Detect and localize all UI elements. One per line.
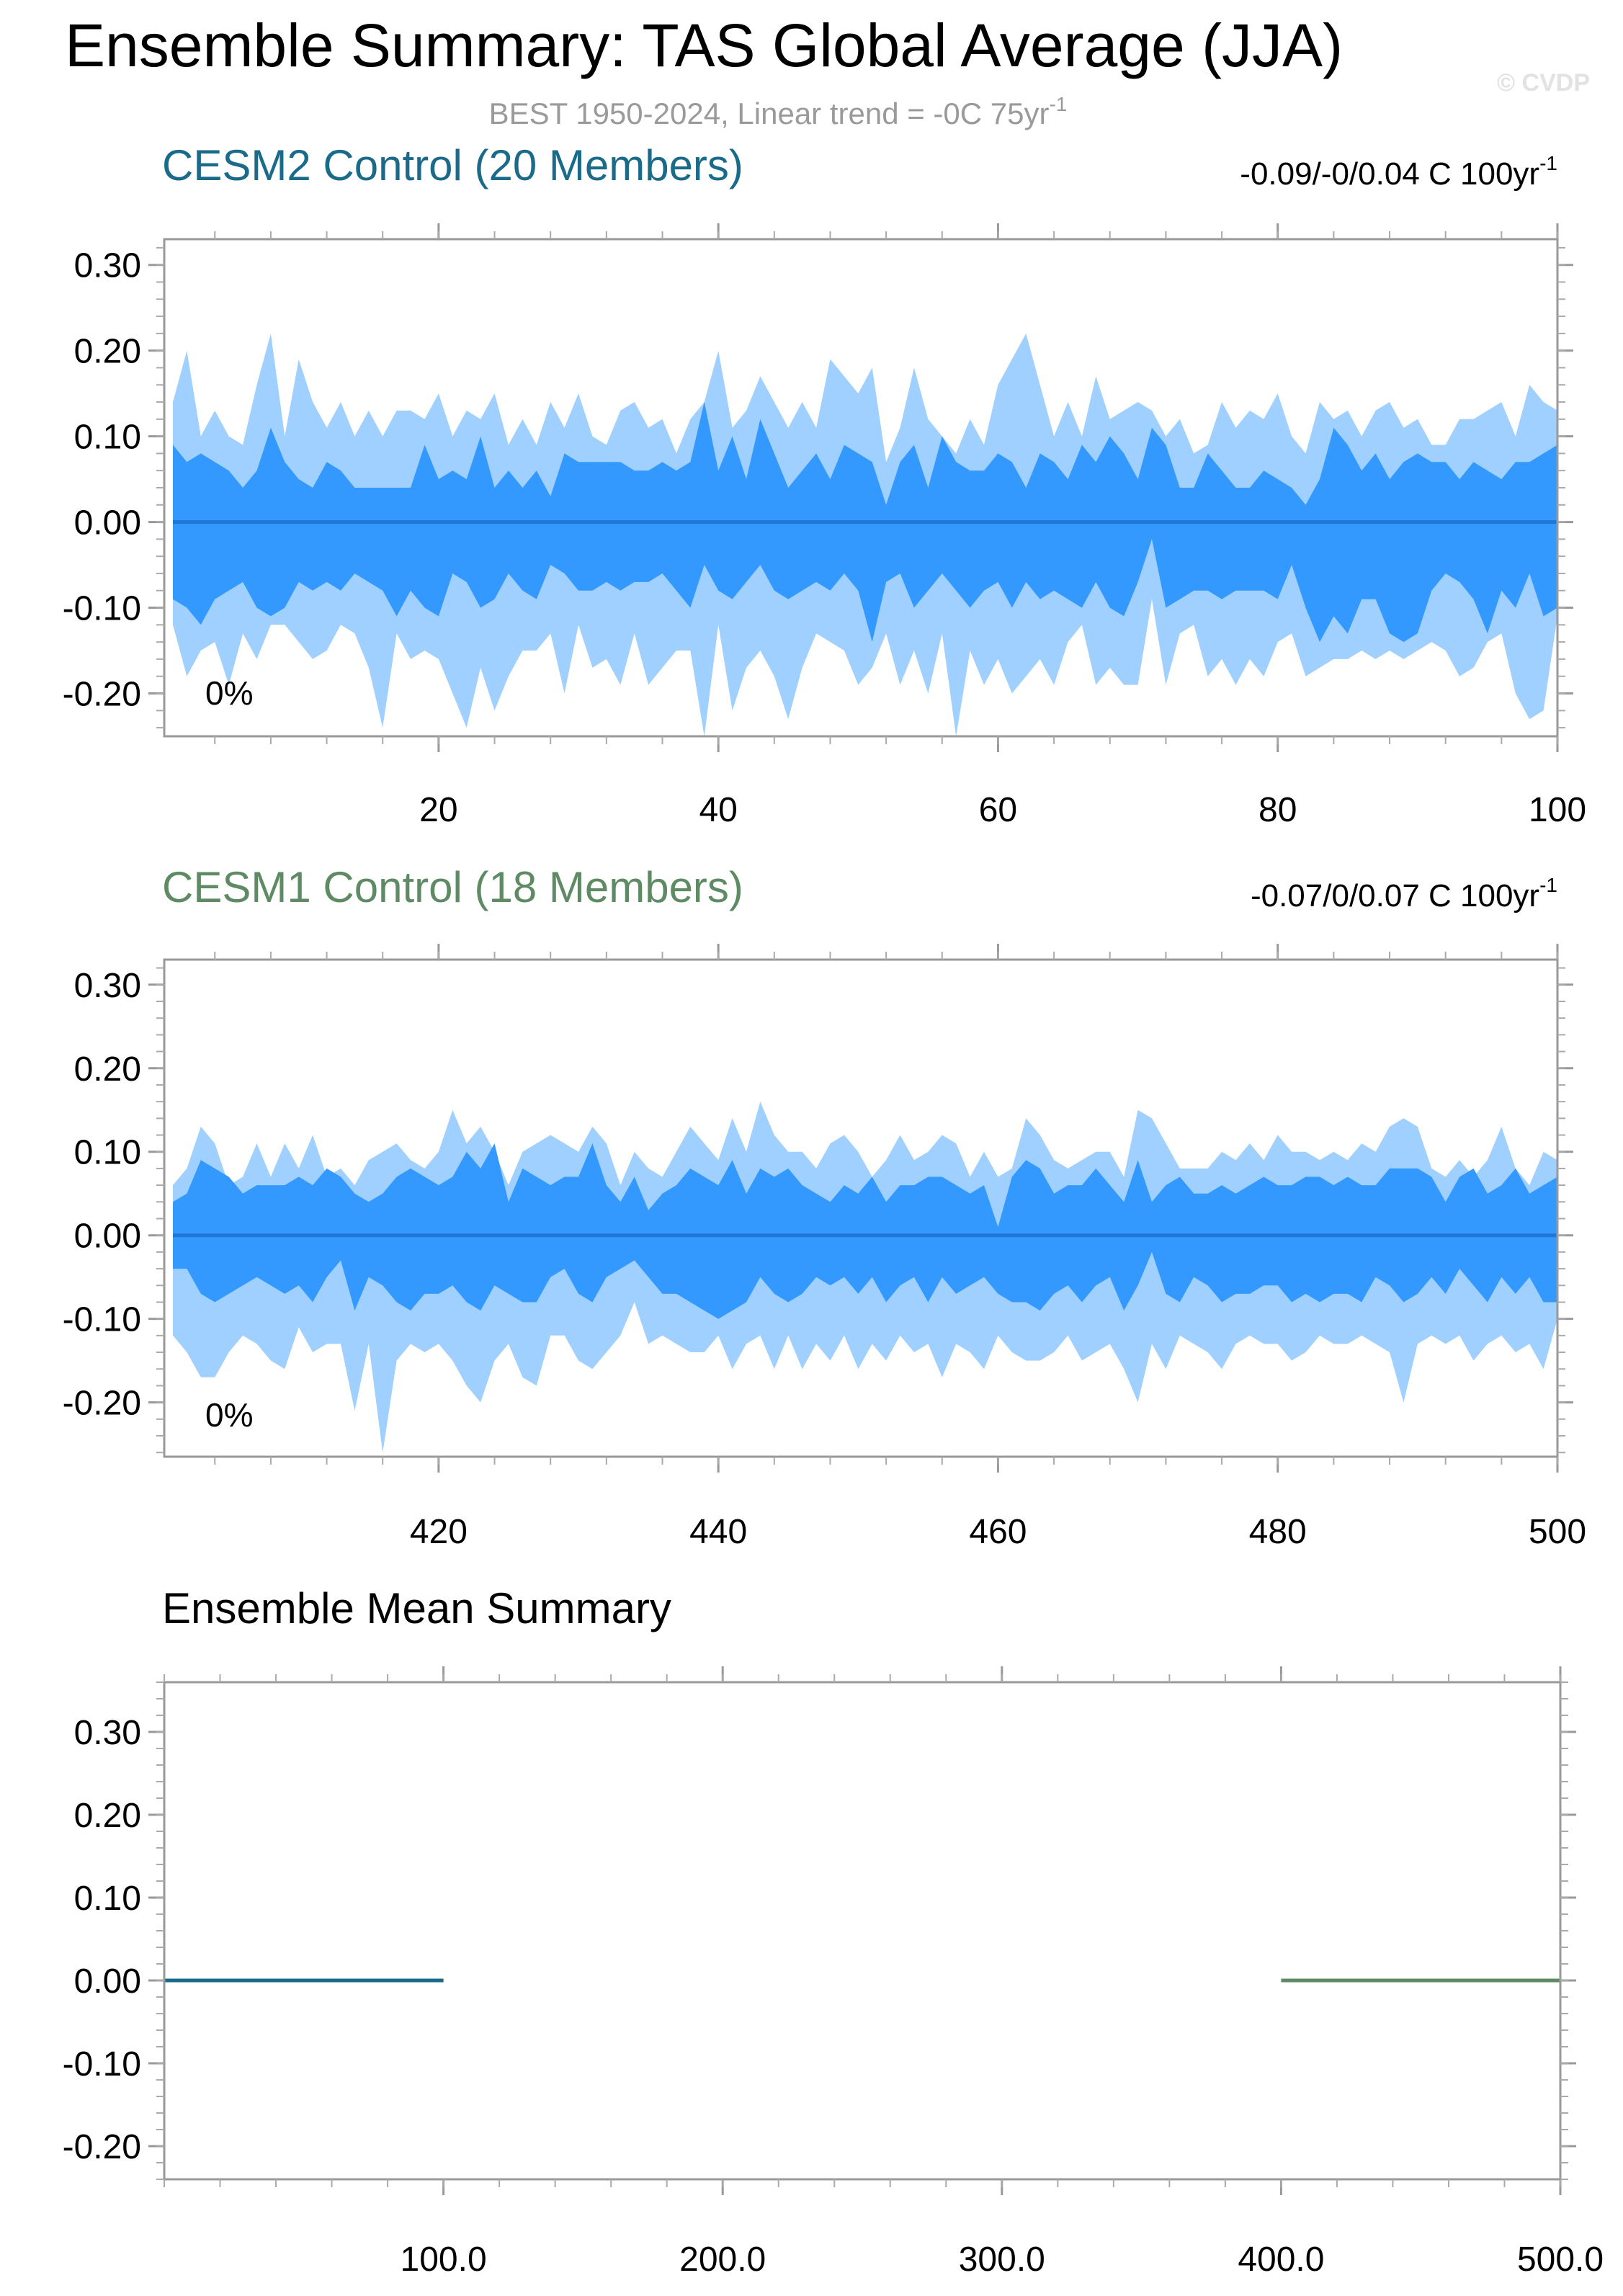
x-tick-label: 500 <box>1529 1513 1586 1551</box>
panel-ensemble-mean-frame <box>163 1681 1562 2181</box>
y-tick-label: 0.20 <box>74 1050 141 1089</box>
panel-cesm2-title: CESM2 Control (20 Members) <box>162 141 743 189</box>
figure-subtitle-text: BEST 1950-2024, Linear trend = -0C 75yr <box>489 97 1050 130</box>
panel-cesm2: CESM2 Control (20 Members) -0.09/-0/0.04… <box>63 141 1586 829</box>
figure-subtitle-sup: -1 <box>1049 93 1067 115</box>
y-tick-label: 0.00 <box>74 504 141 542</box>
y-tick-label: -0.10 <box>63 590 141 628</box>
panel-cesm1-frame <box>163 958 1559 1458</box>
x-tick-label: 60 <box>979 791 1017 829</box>
y-tick-label: 0.30 <box>74 967 141 1005</box>
x-tick-label: 100 <box>1529 791 1586 829</box>
y-tick-label: 0.10 <box>74 1880 141 1918</box>
x-tick-label: 20 <box>419 791 457 829</box>
panel-cesm2-corner-label: 0% <box>205 674 253 712</box>
panel-ensemble-mean: Ensemble Mean Summary 0.30 0.20 0.10 0.00 -0… <box>63 1584 1604 2279</box>
panel-cesm1-trend-sup: -1 <box>1539 874 1557 896</box>
panel-cesm1-axes: 0.30 0.20 0.10 0.00 -0.10 -0.20 420 440 460 480 50… <box>63 944 1586 1551</box>
x-tick-label: 300.0 <box>959 2241 1045 2279</box>
y-tick-label: -0.10 <box>63 2045 141 2083</box>
y-tick-label: 0.20 <box>74 1797 141 1835</box>
panel-cesm1-trend: -0.07/0/0.07 C 100yr-1 <box>1251 874 1557 914</box>
y-tick-label: 0.30 <box>74 1714 141 1752</box>
x-tick-label: 80 <box>1258 791 1297 829</box>
y-tick-label: 0.10 <box>74 1134 141 1172</box>
panel-cesm2-axes: 0.30 0.20 0.10 0.00 -0.10 -0.20 20 40 60 80 100 <box>63 223 1586 829</box>
panel-cesm1-plot <box>173 1102 1557 1453</box>
x-tick-label: 100.0 <box>401 2241 487 2279</box>
x-tick-label: 200.0 <box>679 2241 766 2279</box>
x-tick-label: 440 <box>689 1513 747 1551</box>
panel-cesm1-corner-label: 0% <box>205 1396 253 1434</box>
panel-cesm2-trend-text: -0.09/-0/0.04 C 100yr <box>1240 156 1539 192</box>
x-tick-label: 40 <box>699 791 737 829</box>
y-tick-label: 0.00 <box>74 1218 141 1256</box>
panel-ensemble-mean-title: Ensemble Mean Summary <box>162 1584 671 1632</box>
panel-cesm1-trend-text: -0.07/0/0.07 C 100yr <box>1251 878 1539 914</box>
y-tick-label: 0.00 <box>74 1962 141 2001</box>
inner-band-p10-p90 <box>173 1143 1557 1319</box>
x-tick-label: 460 <box>969 1513 1027 1551</box>
x-tick-label: 420 <box>410 1513 468 1551</box>
x-tick-label: 480 <box>1249 1513 1307 1551</box>
y-tick-label: -0.20 <box>63 2128 141 2166</box>
y-tick-label: -0.10 <box>63 1301 141 1339</box>
x-tick-label: 500.0 <box>1517 2241 1604 2279</box>
panel-cesm2-trend-sup: -1 <box>1539 152 1557 174</box>
y-tick-label: -0.20 <box>63 1385 141 1423</box>
y-tick-label: -0.20 <box>63 676 141 714</box>
panel-cesm2-plot <box>173 333 1557 736</box>
panel-cesm1-title: CESM1 Control (18 Members) <box>162 863 743 911</box>
figure-title: Ensemble Summary: TAS Global Average (JJ… <box>65 12 1343 79</box>
x-tick-label: 400.0 <box>1238 2241 1324 2279</box>
y-tick-label: 0.20 <box>74 333 141 371</box>
watermark: © CVDP <box>1497 69 1590 97</box>
y-tick-label: 0.30 <box>74 247 141 285</box>
figure-subtitle: BEST 1950-2024, Linear trend = -0C 75yr-… <box>489 93 1068 130</box>
y-tick-label: 0.10 <box>74 419 141 457</box>
panel-ensemble-mean-axes: 0.30 0.20 0.10 0.00 -0.10 -0.20 100.0 200.0 300.… <box>63 1666 1604 2279</box>
panel-cesm2-trend: -0.09/-0/0.04 C 100yr-1 <box>1240 152 1557 192</box>
panel-cesm1: CESM1 Control (18 Members) -0.07/0/0.07 … <box>63 863 1586 1551</box>
